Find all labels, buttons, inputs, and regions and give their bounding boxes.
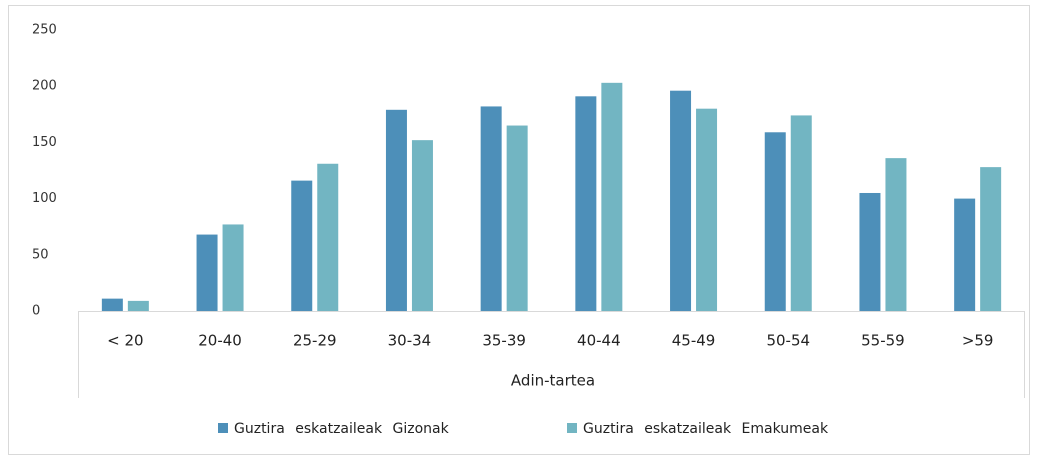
bar	[317, 163, 339, 311]
legend-label: Guztira eskatzaileak Emakumeak	[583, 421, 829, 437]
x-tick-label: 40-44	[577, 332, 621, 350]
bar	[885, 158, 907, 311]
bar	[506, 125, 528, 311]
x-tick-label: 25-29	[293, 332, 337, 350]
bar	[575, 96, 597, 311]
x-tick-label: >59	[962, 332, 994, 350]
y-tick-label: 250	[32, 23, 57, 38]
bar	[291, 180, 313, 311]
y-tick-label: 100	[32, 191, 57, 206]
x-tick-label: 30-34	[388, 332, 432, 350]
x-axis-title: Adin-tartea	[511, 372, 595, 390]
y-tick-label: 50	[32, 247, 49, 262]
legend-label: Guztira eskatzaileak Gizonak	[234, 421, 450, 437]
bar	[859, 192, 881, 311]
y-tick-label: 200	[32, 79, 57, 94]
y-tick-label: 150	[32, 135, 57, 150]
x-tick-label: 45-49	[672, 332, 716, 350]
bar	[222, 224, 244, 311]
bar	[601, 82, 623, 311]
y-tick-label: 0	[32, 304, 40, 319]
bar	[696, 108, 718, 312]
bar	[101, 298, 123, 311]
bar	[980, 167, 1002, 311]
bar	[480, 106, 502, 311]
x-tick-label: 55-59	[861, 332, 905, 350]
x-tick-label: 35-39	[482, 332, 526, 350]
bar	[411, 140, 433, 311]
bar	[954, 198, 976, 311]
bar	[790, 115, 812, 311]
bar	[127, 300, 149, 311]
x-tick-label: < 20	[107, 332, 143, 350]
x-tick-label: 20-40	[198, 332, 242, 350]
bar	[764, 132, 786, 311]
legend-swatch	[218, 423, 228, 433]
bar	[196, 234, 218, 311]
legend-swatch	[567, 423, 577, 433]
bar	[670, 90, 692, 311]
x-tick-label: 50-54	[766, 332, 810, 350]
bar	[385, 109, 407, 311]
